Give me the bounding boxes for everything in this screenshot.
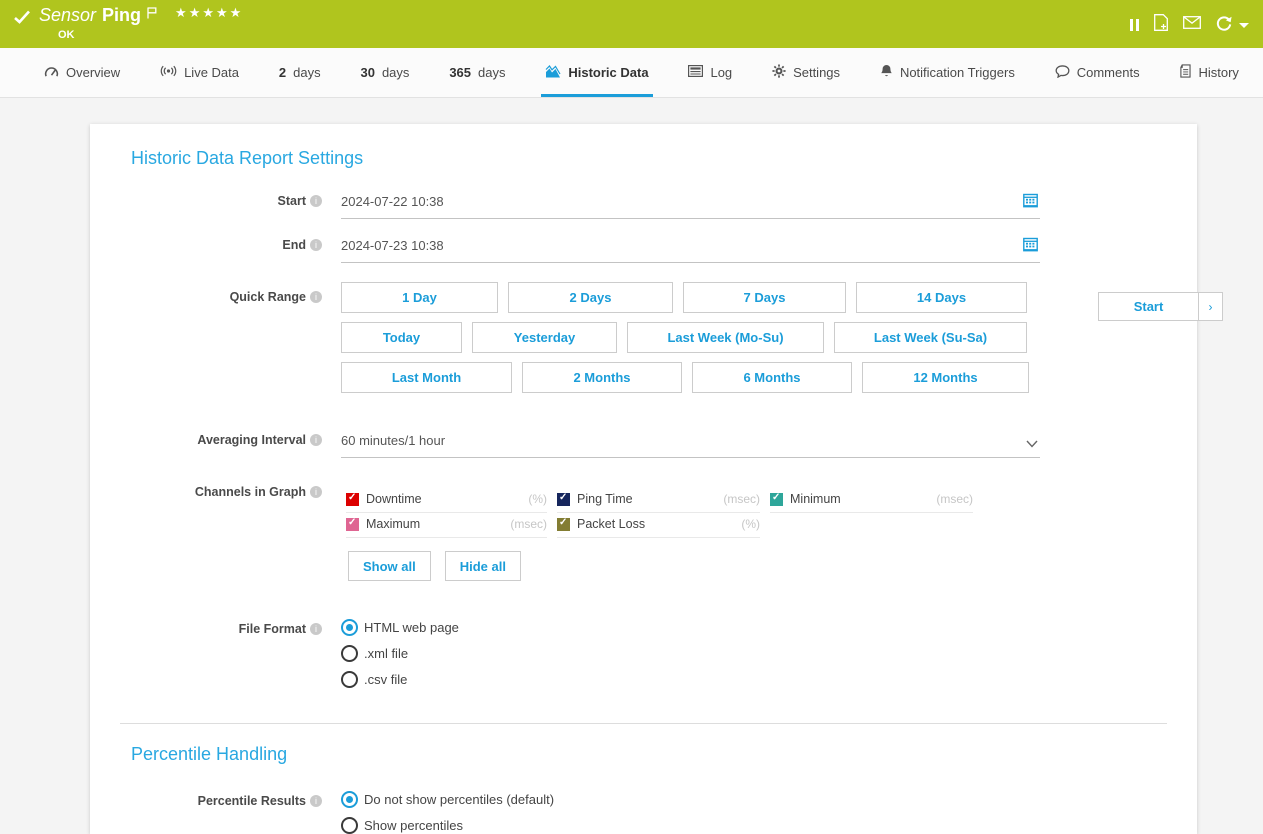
quick-range-button[interactable]: Last Month [341,362,512,393]
bell-icon [880,64,893,81]
quick-range-button[interactable]: 12 Months [862,362,1029,393]
percentile-results-label: Percentile Results [131,791,341,834]
section-divider [120,723,1167,724]
tab-30-days[interactable]: 30 days [360,65,410,80]
start-report-button[interactable]: Start › [1098,292,1223,321]
start-field-label: Start [131,191,341,219]
info-icon[interactable] [310,195,322,207]
channel-row-minimum: Minimum (msec) [770,488,973,513]
checkbox-checked[interactable] [346,492,359,506]
quick-range-button[interactable]: 1 Day [341,282,498,313]
end-field-label: End [131,235,341,263]
channel-row-maximum: Maximum (msec) [346,513,547,538]
info-icon[interactable] [310,239,322,251]
show-all-button[interactable]: Show all [348,551,431,581]
chevron-right-icon[interactable]: › [1198,293,1222,320]
tab-comments[interactable]: Comments [1051,64,1144,97]
comment-icon [1055,64,1070,81]
priority-stars[interactable]: ★★★★★ [175,5,244,20]
calendar-icon[interactable] [1023,193,1038,211]
gauge-icon [44,65,59,81]
hide-all-button[interactable]: Hide all [444,551,521,581]
quick-range-button[interactable]: Yesterday [472,322,617,353]
tab-history[interactable]: History [1175,64,1242,97]
status-badge: OK [58,29,75,41]
report-icon[interactable] [1154,14,1168,36]
settings-card: Historic Data Report Settings Start 2024… [90,124,1197,834]
page-content: Historic Data Report Settings Start 2024… [0,98,1263,834]
tab-live-data[interactable]: Live Data [156,64,243,97]
tab-log[interactable]: Log [684,64,736,97]
info-icon[interactable] [310,795,322,807]
gear-icon [772,64,786,81]
tab-bar: Overview Live Data 2 days 30 days 365 da… [0,48,1263,98]
history-icon [1179,64,1192,81]
area-chart-icon [545,64,561,81]
sensor-header: Sensor Ping ★★★★★ OK [0,0,1263,48]
tab-365-days[interactable]: 365 days [449,65,506,80]
quick-range-button[interactable]: Last Week (Mo-Su) [627,322,824,353]
channel-row-packet-loss: Packet Loss (%) [557,513,760,538]
caret-down-icon[interactable] [1239,22,1249,28]
radio-selected[interactable] [341,619,358,636]
channels-in-graph-label: Channels in Graph [131,482,341,581]
info-icon[interactable] [310,486,322,498]
section-title-historic-data-report-settings: Historic Data Report Settings [131,148,364,168]
quick-range-button[interactable]: 6 Months [692,362,852,393]
checkbox-checked[interactable] [557,492,570,506]
tab-settings[interactable]: Settings [768,64,844,97]
calendar-icon[interactable] [1023,237,1038,255]
sensor-type-label: Sensor [39,5,97,25]
chevron-down-icon [1026,436,1038,451]
start-date-input[interactable]: 2024-07-22 10:38 [341,191,1040,219]
checkbox-checked[interactable] [557,517,570,531]
refresh-icon[interactable] [1216,15,1232,36]
tab-notification-triggers[interactable]: Notification Triggers [876,64,1019,97]
quick-range-button[interactable]: 7 Days [683,282,846,313]
flag-icon[interactable] [147,6,157,24]
quick-range-label: Quick Range [131,282,341,402]
quick-range-button[interactable]: 2 Months [522,362,682,393]
info-icon[interactable] [310,623,322,635]
end-date-input[interactable]: 2024-07-23 10:38 [341,235,1040,263]
radio-selected[interactable] [341,791,358,808]
sensor-name: Ping [102,5,142,25]
log-icon [688,65,704,80]
radio-unselected[interactable] [341,645,358,662]
checkbox-checked[interactable] [346,517,359,531]
section-title-percentile-handling: Percentile Handling [131,744,288,764]
radio-unselected[interactable] [341,817,358,834]
file-format-label: File Format [131,619,341,697]
channel-row-downtime: Downtime (%) [346,488,547,513]
quick-range-button[interactable]: Last Week (Su-Sa) [834,322,1027,353]
tab-2-days[interactable]: 2 days [278,65,321,80]
tab-historic-data[interactable]: Historic Data [541,64,653,97]
checkbox-checked[interactable] [770,492,783,506]
live-icon [160,65,177,80]
quick-range-button[interactable]: 14 Days [856,282,1027,313]
radio-unselected[interactable] [341,671,358,688]
tab-overview[interactable]: Overview [40,64,124,97]
quick-range-button[interactable]: Today [341,322,462,353]
channel-row-ping-time: Ping Time (msec) [557,488,760,513]
quick-range-button[interactable]: 2 Days [508,282,673,313]
mail-icon[interactable] [1183,16,1201,34]
info-icon[interactable] [310,291,322,303]
averaging-interval-select[interactable]: 60 minutes/1 hour [341,430,1040,458]
pause-icon[interactable] [1130,19,1139,31]
averaging-interval-label: Averaging Interval [131,430,341,458]
info-icon[interactable] [310,434,322,446]
status-ok-check-icon [14,10,30,48]
